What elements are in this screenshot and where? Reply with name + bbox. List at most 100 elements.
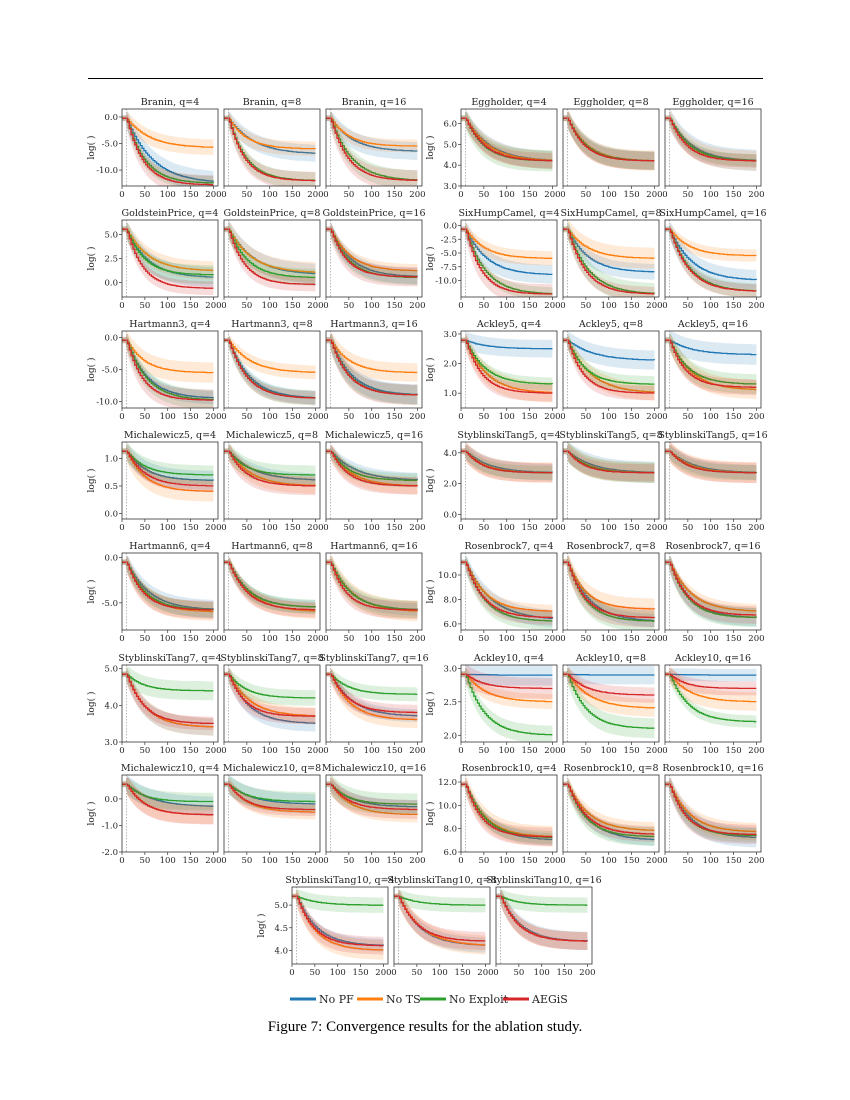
x-tick-label: 200 — [748, 523, 764, 533]
panel-sixhumpcamel-q-16: SixHumpCamel, q=16 0 50 100 150 200 — [659, 208, 766, 311]
x-tick-label: 0 — [458, 634, 463, 644]
band-no-ts — [394, 888, 486, 955]
series-aegis — [326, 783, 418, 811]
x-tick-label: 200 — [646, 746, 662, 756]
x-tick-label: 150 — [284, 746, 300, 756]
band-no-ts — [461, 332, 553, 403]
band-no-ts — [665, 777, 757, 841]
panel-styblinskitang7-q-4: StyblinskiTang7, q=4 0 50 100 150 200 5.0 4.0 3.… — [86, 653, 222, 756]
panel-branin-q-8: Branin, q=8 0 50 100 150 200 — [221, 97, 323, 200]
x-tick-label: 200 — [748, 190, 764, 200]
series-aegis — [563, 339, 655, 394]
x-tick-label: 50 — [682, 746, 693, 756]
band-no-pf — [326, 669, 418, 723]
y-axis-label: log( ) — [425, 469, 436, 493]
series-aegis — [122, 117, 214, 186]
x-tick-label: 150 — [521, 190, 537, 200]
x-tick-label: 200 — [477, 968, 493, 978]
x-tick-label: 100 — [499, 523, 515, 533]
x-tick-label: 150 — [556, 968, 572, 978]
series-no-pf — [563, 228, 655, 273]
x-tick-label: 0 — [119, 190, 124, 200]
series-aegis — [461, 561, 554, 619]
y-tick-label: 1.0 — [443, 389, 457, 399]
band-no-pf — [563, 223, 655, 280]
axes-frame — [121, 664, 219, 743]
axes-frame — [325, 219, 423, 298]
legend-label: No TS — [386, 993, 421, 1006]
series-aegis — [122, 228, 214, 289]
x-tick-label: 50 — [682, 190, 693, 200]
series-aegis — [122, 561, 214, 611]
band-aegis — [326, 444, 418, 495]
series-aegis — [326, 450, 418, 487]
panel-michalewicz10-q-8: Michalewicz10, q=8 0 50 100 150 200 — [221, 763, 323, 866]
band-no-exploit — [563, 334, 655, 393]
y-tick-label: 8.0 — [443, 825, 457, 835]
axes-frame — [325, 774, 423, 853]
y-tick-label: -5.0 — [441, 249, 457, 259]
x-tick-label: 200 — [205, 856, 221, 866]
panel-hartmann3-q-8: Hartmann3, q=8 0 50 100 150 200 — [221, 319, 323, 422]
band-no-pf — [122, 443, 214, 490]
panel-title: Branin, q=4 — [141, 97, 200, 108]
x-tick-label: 100 — [160, 412, 176, 422]
band-no-exploit — [563, 667, 655, 739]
series-aegis — [665, 673, 757, 690]
axes-frame — [562, 552, 660, 631]
panel-title: Michalewicz5, q=8 — [226, 430, 318, 441]
x-tick-label: 150 — [521, 856, 537, 866]
y-axis-label: log( ) — [86, 580, 97, 604]
band-no-exploit — [496, 889, 588, 913]
band-no-exploit — [224, 223, 316, 286]
band-no-ts — [665, 224, 757, 262]
series-no-pf — [461, 673, 553, 676]
x-tick-label: 100 — [262, 856, 278, 866]
x-tick-label: 100 — [601, 301, 617, 311]
y-tick-label: 2.0 — [443, 360, 457, 370]
panel-branin-q-16: Branin, q=16 0 50 100 150 200 — [323, 97, 425, 200]
band-aegis — [461, 778, 553, 846]
x-tick-label: 100 — [703, 190, 719, 200]
panel-title: Hartmann6, q=16 — [330, 541, 417, 552]
x-tick-label: 100 — [499, 746, 515, 756]
y-tick-label: 4.0 — [104, 701, 118, 711]
series-aegis — [665, 783, 757, 835]
y-tick-label: 0.0 — [104, 554, 118, 564]
band-no-pf — [224, 111, 316, 162]
x-tick-label: 50 — [343, 412, 354, 422]
band-no-exploit — [665, 444, 757, 481]
x-tick-label: 150 — [521, 746, 537, 756]
axes-frame — [325, 330, 423, 409]
x-tick-label: 150 — [725, 634, 741, 644]
panel-rosenbrock10-q-16: Rosenbrock10, q=16 0 50 100 150 200 — [662, 763, 764, 866]
x-tick-label: 50 — [478, 856, 489, 866]
x-tick-label: 150 — [725, 523, 741, 533]
y-tick-label: -10.0 — [435, 277, 457, 287]
panel-title: Hartmann3, q=8 — [231, 319, 312, 330]
x-tick-label: 0 — [323, 523, 328, 533]
figure-caption: Figure 7: Convergence results for the ab… — [267, 1019, 583, 1035]
panel-goldsteinprice-q-8: GoldsteinPrice, q=8 0 50 100 150 200 — [221, 208, 323, 311]
x-tick-label: 0 — [458, 856, 463, 866]
series-no-exploit — [496, 895, 588, 906]
x-tick-label: 150 — [284, 190, 300, 200]
x-tick-label: 100 — [601, 634, 617, 644]
x-tick-label: 200 — [205, 523, 221, 533]
axes-frame — [223, 219, 321, 298]
x-tick-label: 0 — [221, 190, 226, 200]
series-no-pf — [461, 228, 553, 276]
series-no-exploit — [122, 783, 214, 803]
panel-title: Michalewicz5, q=16 — [325, 430, 423, 441]
x-tick-label: 50 — [139, 746, 150, 756]
band-no-exploit — [461, 336, 553, 391]
series-no-exploit — [394, 895, 486, 906]
panel-styblinskitang5-q-16: StyblinskiTang5, q=16 0 50 100 150 200 — [658, 430, 767, 533]
y-tick-label: 1.0 — [104, 455, 118, 465]
series-no-ts — [122, 228, 214, 272]
series-aegis — [461, 783, 553, 838]
series-aegis — [665, 450, 757, 474]
series-no-ts — [563, 783, 655, 832]
axes-frame — [121, 552, 219, 631]
panel-title: GoldsteinPrice, q=4 — [122, 208, 219, 219]
